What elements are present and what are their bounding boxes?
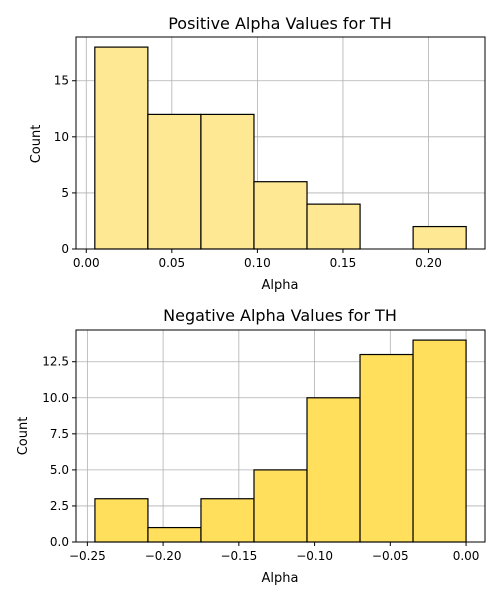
x-tick-label: 0.05: [158, 256, 185, 270]
histogram-bar: [94, 498, 149, 543]
y-tick-label: 10.0: [42, 391, 69, 405]
histogram-bar: [306, 203, 361, 250]
x-axis-label: Alpha: [262, 278, 299, 293]
x-tick-label: 0.20: [415, 256, 442, 270]
y-tick-label: 0: [61, 242, 69, 256]
histogram-bar: [200, 113, 255, 250]
y-tick-label: 7.5: [50, 427, 69, 441]
bars: [94, 339, 467, 543]
x-tick-label: 0.00: [453, 549, 480, 563]
histogram-bar: [412, 225, 467, 250]
x-tick-label: 0.15: [330, 256, 357, 270]
histogram-bar: [253, 469, 308, 543]
histogram-bar: [253, 181, 308, 250]
y-tick-label: 0.0: [50, 535, 69, 549]
bars: [94, 46, 467, 250]
chart-title: Positive Alpha Values for TH: [168, 14, 392, 33]
chart-negative-alpha: Negative Alpha Values for TH Alpha Count…: [16, 306, 486, 586]
chart-title: Negative Alpha Values for TH: [163, 306, 397, 325]
x-axis-label: Alpha: [262, 571, 299, 586]
y-tick-label: 5.0: [50, 463, 69, 477]
histogram-bar: [359, 353, 414, 543]
x-tick-label: −0.15: [220, 549, 257, 563]
y-tick-label: 12.5: [42, 355, 69, 369]
y-tick-label: 2.5: [50, 499, 69, 513]
x-tick-label: −0.20: [145, 549, 182, 563]
chart-positive-alpha: Positive Alpha Values for TH Alpha Count…: [29, 14, 486, 293]
y-axis-label: Count: [29, 125, 44, 164]
y-tick-label: 10: [54, 130, 69, 144]
y-tick-label: 15: [54, 74, 69, 88]
x-tick-label: −0.25: [69, 549, 106, 563]
axes-frame: [75, 36, 486, 250]
histogram-bar: [94, 46, 149, 250]
histogram-bar: [412, 339, 467, 543]
x-tick-label: −0.10: [296, 549, 333, 563]
histogram-bar: [147, 113, 202, 250]
histogram-bar: [147, 526, 202, 543]
y-tick-label: 5: [61, 186, 69, 200]
axes-frame: [75, 329, 486, 543]
x-tick-label: 0.00: [73, 256, 100, 270]
y-axis-label: Count: [16, 417, 31, 456]
x-tick-label: −0.05: [372, 549, 409, 563]
histogram-bar: [200, 498, 255, 543]
histogram-bar: [306, 397, 361, 543]
x-tick-label: 0.10: [244, 256, 271, 270]
